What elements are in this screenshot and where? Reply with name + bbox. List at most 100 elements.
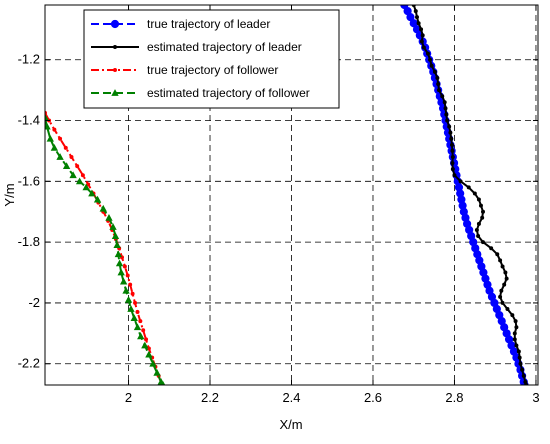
data-point	[80, 173, 85, 178]
data-point	[474, 227, 479, 232]
x-tick-label: 3	[532, 390, 539, 405]
data-point	[124, 296, 133, 303]
data-point	[521, 373, 526, 378]
data-point	[111, 232, 120, 239]
data-point	[122, 286, 130, 294]
data-point	[130, 291, 135, 296]
x-tick-label: 2.6	[364, 390, 382, 405]
legend-box	[83, 9, 340, 109]
data-point	[520, 367, 525, 372]
data-point	[498, 294, 503, 299]
data-point	[105, 213, 113, 221]
data-point	[414, 15, 419, 20]
data-point	[503, 270, 508, 275]
data-point	[113, 241, 121, 249]
data-point	[436, 82, 441, 87]
data-point	[523, 379, 528, 384]
data-point	[82, 183, 90, 191]
data-point	[512, 337, 517, 342]
data-point	[447, 124, 452, 129]
data-point	[127, 305, 135, 312]
data-point	[69, 155, 74, 159]
data-point	[450, 167, 455, 172]
data-point	[436, 88, 441, 93]
data-point	[450, 161, 455, 166]
data-point	[88, 189, 96, 197]
data-point	[122, 264, 127, 269]
data-point	[416, 21, 421, 26]
data-point	[413, 9, 418, 14]
legend-item-leader-true: true trajectory of leader	[91, 17, 270, 31]
data-point	[130, 314, 138, 322]
data-point	[117, 268, 125, 276]
data-point	[472, 191, 477, 196]
data-point	[153, 369, 161, 376]
data-point	[480, 215, 485, 220]
data-point	[425, 51, 430, 56]
y-tick-label: -2.2	[18, 356, 40, 371]
data-point	[516, 349, 521, 354]
legend-item-follower-true: true trajectory of follower	[91, 63, 278, 77]
data-point	[109, 223, 117, 230]
data-point	[145, 350, 153, 358]
x-tick-label: 2	[125, 390, 132, 405]
data-point	[517, 355, 522, 360]
data-point	[440, 94, 445, 99]
data-point	[435, 75, 440, 80]
data-point	[138, 319, 143, 324]
data-point	[144, 337, 149, 342]
data-point	[86, 182, 91, 187]
data-point	[69, 171, 77, 179]
data-point	[125, 273, 130, 278]
data-point	[63, 145, 68, 150]
data-point	[443, 106, 448, 111]
legend-marker	[110, 19, 120, 29]
data-point	[128, 282, 133, 287]
data-point	[505, 307, 510, 311]
legend-label: estimated trajectory of follower	[147, 86, 310, 100]
legend-label: true trajectory of follower	[147, 63, 278, 77]
y-tick-label: -1.6	[18, 173, 40, 188]
series-line-leader-estimated	[412, 5, 528, 385]
data-point	[478, 203, 483, 208]
data-point	[458, 179, 463, 184]
data-point	[115, 259, 124, 267]
data-point	[504, 276, 509, 281]
data-point	[141, 328, 146, 333]
data-point	[476, 234, 481, 239]
data-point	[444, 112, 449, 117]
data-point	[466, 185, 471, 190]
legend-item-leader-estimated: estimated trajectory of leader	[91, 40, 302, 54]
data-point	[428, 57, 433, 62]
y-tick-label: -1.4	[18, 113, 40, 128]
data-point	[58, 136, 63, 141]
x-tick-label: 2.4	[282, 390, 300, 405]
data-point	[149, 359, 157, 367]
x-tick-label: 2.8	[445, 390, 463, 405]
ticks: 2 2.2 2.4 2.6 2.8 3 -1.2 -1.4 -1.6 -1.8 -2 -2.2	[18, 5, 540, 405]
data-point	[450, 155, 455, 159]
data-point	[489, 246, 494, 251]
series-leader-estimated	[411, 5, 529, 385]
data-point	[133, 300, 138, 305]
data-point	[499, 288, 504, 293]
data-point	[450, 148, 455, 153]
data-point	[419, 27, 424, 32]
data-point	[119, 277, 128, 285]
data-point	[62, 162, 71, 170]
data-point	[450, 142, 455, 147]
data-point	[93, 195, 102, 203]
data-point	[476, 221, 481, 226]
data-point	[510, 313, 515, 318]
legend-marker	[113, 45, 117, 49]
data-point	[514, 343, 519, 348]
legend-label: estimated trajectory of leader	[147, 40, 302, 54]
data-point	[448, 130, 453, 135]
series-follower-estimated	[45, 113, 166, 385]
data-point	[50, 144, 59, 151]
x-axis-label: X/m	[279, 417, 302, 432]
data-point	[45, 122, 51, 130]
data-point	[432, 69, 437, 74]
